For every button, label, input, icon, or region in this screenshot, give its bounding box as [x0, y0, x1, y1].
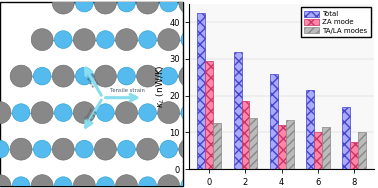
Circle shape: [76, 0, 93, 12]
Circle shape: [118, 140, 135, 158]
Circle shape: [160, 0, 178, 12]
Bar: [342, 107, 350, 169]
Circle shape: [136, 0, 158, 14]
Circle shape: [52, 0, 74, 14]
Circle shape: [179, 0, 201, 14]
Circle shape: [94, 138, 116, 160]
Circle shape: [12, 177, 30, 188]
Bar: [322, 127, 330, 169]
Circle shape: [0, 175, 11, 188]
Circle shape: [52, 138, 74, 160]
Circle shape: [116, 175, 138, 188]
Circle shape: [33, 140, 51, 158]
Legend: Total, ZA mode, TA/LA modes: Total, ZA mode, TA/LA modes: [301, 7, 371, 37]
Circle shape: [76, 140, 93, 158]
Circle shape: [31, 175, 53, 188]
Circle shape: [181, 31, 198, 49]
Circle shape: [116, 102, 138, 124]
Y-axis label: $\kappa_L$ (nW/K): $\kappa_L$ (nW/K): [154, 65, 167, 108]
Bar: [350, 142, 358, 169]
Circle shape: [158, 175, 180, 188]
Circle shape: [158, 102, 180, 124]
Circle shape: [73, 102, 95, 124]
Circle shape: [10, 138, 32, 160]
Bar: [205, 61, 213, 169]
Text: Biaxial
strain: Biaxial strain: [84, 105, 99, 123]
Circle shape: [181, 104, 198, 121]
Circle shape: [73, 175, 95, 188]
Circle shape: [54, 104, 72, 121]
Circle shape: [96, 104, 114, 121]
Circle shape: [54, 177, 72, 188]
Circle shape: [33, 67, 51, 85]
Bar: [277, 125, 286, 169]
Text: Tensile strain: Tensile strain: [110, 88, 145, 93]
Circle shape: [0, 102, 11, 124]
Bar: [249, 118, 257, 169]
Circle shape: [96, 31, 114, 49]
Circle shape: [54, 31, 72, 49]
Circle shape: [94, 0, 116, 14]
Circle shape: [158, 29, 180, 51]
Circle shape: [139, 104, 156, 121]
Circle shape: [179, 138, 201, 160]
Circle shape: [73, 29, 95, 51]
Circle shape: [181, 177, 198, 188]
Circle shape: [136, 65, 158, 87]
Circle shape: [31, 102, 53, 124]
Circle shape: [160, 67, 178, 85]
Circle shape: [160, 140, 178, 158]
Bar: [242, 101, 249, 169]
Bar: [270, 74, 277, 169]
Text: Biaxial
strain: Biaxial strain: [84, 73, 99, 90]
Circle shape: [10, 65, 32, 87]
Circle shape: [94, 65, 116, 87]
Circle shape: [31, 29, 53, 51]
Circle shape: [116, 29, 138, 51]
Circle shape: [52, 65, 74, 87]
Bar: [197, 13, 205, 169]
Circle shape: [0, 140, 9, 158]
Bar: [234, 52, 242, 169]
Circle shape: [118, 67, 135, 85]
Bar: [314, 132, 322, 169]
Bar: [213, 123, 221, 169]
Circle shape: [96, 177, 114, 188]
Circle shape: [179, 65, 201, 87]
Bar: [306, 90, 314, 169]
Circle shape: [12, 104, 30, 121]
Bar: [286, 120, 294, 169]
Circle shape: [139, 31, 156, 49]
Circle shape: [139, 177, 156, 188]
Bar: [358, 132, 366, 169]
Circle shape: [136, 138, 158, 160]
Circle shape: [76, 67, 93, 85]
Circle shape: [118, 0, 135, 12]
